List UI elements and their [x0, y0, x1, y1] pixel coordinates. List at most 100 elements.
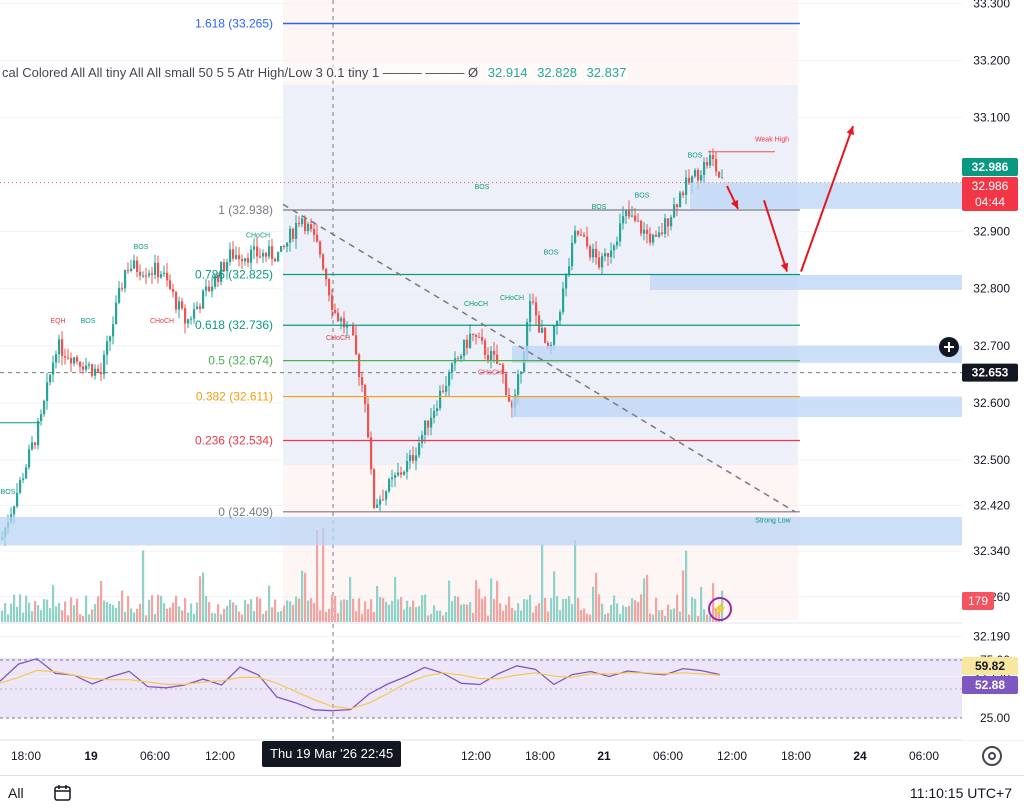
candle-body — [655, 234, 658, 237]
candle-body — [100, 371, 103, 375]
volume-bar — [277, 611, 280, 622]
volume-bar — [640, 594, 643, 622]
volume-bar — [697, 615, 700, 622]
candle-body — [67, 357, 70, 359]
candle-body — [19, 479, 22, 493]
lightning-icon[interactable]: ⚡ — [708, 597, 732, 621]
candle-body — [481, 337, 484, 341]
candle-body — [145, 275, 148, 277]
volume-bar — [64, 601, 67, 622]
settings-gear-icon[interactable] — [982, 746, 1002, 766]
candle-body — [25, 467, 28, 479]
volume-bar — [1, 610, 4, 622]
clock-timezone[interactable]: 11:10:15 UTC+7 — [909, 785, 1012, 801]
last-price-green: 32.986 — [972, 160, 1009, 174]
candle-body — [268, 246, 271, 257]
volume-bar — [661, 609, 664, 622]
volume-bar — [127, 596, 130, 622]
volume-bar — [154, 614, 157, 622]
volume-bar — [241, 614, 244, 622]
candle-body — [586, 236, 589, 247]
candle-body — [553, 326, 556, 345]
volume-tag-bg — [962, 592, 994, 610]
volume-bar — [274, 599, 277, 622]
candle-body — [721, 177, 724, 179]
volume-bar — [52, 585, 55, 622]
candle-body — [409, 454, 412, 462]
volume-bar — [367, 609, 370, 622]
candle-body — [427, 420, 430, 428]
candle-body — [673, 204, 676, 218]
candle-body — [85, 365, 88, 370]
candle-body — [394, 475, 397, 478]
volume-bar — [622, 605, 625, 622]
order-block-zone — [650, 275, 962, 290]
structure-label: BOS — [635, 192, 650, 199]
indicator-value-2: 32.828 — [537, 65, 577, 80]
candle-body — [118, 287, 121, 303]
volume-bar — [694, 598, 697, 622]
time-axis: 18:00 19 06:00 12:00 18:00 12:00 18:00 21 06:00 1… — [11, 749, 939, 763]
candle-body — [403, 471, 406, 475]
arrowhead — [846, 126, 854, 136]
candle-body — [271, 246, 274, 259]
volume-bar — [547, 611, 550, 622]
candle-body — [472, 333, 475, 335]
volume-bar — [670, 609, 673, 622]
candle-body — [301, 218, 304, 225]
volume-bar — [316, 529, 319, 622]
candle-body — [205, 286, 208, 291]
candle-body — [160, 274, 163, 278]
indicator-value-3: 32.837 — [586, 65, 627, 80]
candle-body — [715, 159, 718, 172]
volume-bar — [361, 613, 364, 622]
volume-bar — [193, 613, 196, 622]
candle-body — [370, 437, 373, 470]
candle-body — [565, 274, 568, 289]
volume-bar — [529, 594, 532, 622]
volume-bar — [457, 596, 460, 622]
volume-bar — [682, 570, 685, 622]
trading-chart[interactable]: 1.618 (33.265) 1 (32.938) 0.786 (32.825) 0.… — [0, 0, 1024, 775]
range-all-button[interactable]: All — [8, 785, 24, 801]
volume-bar — [559, 610, 562, 622]
volume-bar — [433, 605, 436, 622]
candle-body — [583, 234, 586, 237]
indicator-value-1: 32.914 — [487, 65, 528, 80]
candle-body — [262, 252, 265, 257]
candle-body — [340, 318, 343, 322]
candle-body — [313, 229, 316, 235]
volume-bar — [55, 606, 58, 622]
volume-bar — [388, 604, 391, 622]
price-tick-label: 32.500 — [973, 453, 1010, 467]
volume-bar — [625, 606, 628, 622]
price-tick-label: 32.800 — [973, 282, 1010, 296]
candle-body — [457, 358, 460, 360]
candle-body — [277, 251, 280, 262]
candle-body — [43, 400, 46, 415]
candle-body — [604, 253, 607, 257]
order-block-zone — [0, 516, 962, 546]
volume-bar — [685, 550, 688, 622]
candle-body — [133, 260, 136, 269]
volume-bar — [397, 599, 400, 622]
candle-body — [13, 506, 16, 515]
volume-bar — [190, 603, 193, 622]
volume-bar — [436, 610, 439, 622]
candle-body — [76, 357, 79, 362]
rsi-ma-line — [0, 669, 721, 710]
candle-body — [253, 246, 256, 250]
volume-bar — [328, 608, 331, 622]
candle-body — [694, 170, 697, 177]
candle-body — [94, 368, 97, 376]
candle-body — [469, 333, 472, 348]
add-alert-plus-icon[interactable] — [939, 337, 959, 357]
calendar-goto-icon[interactable] — [52, 782, 74, 804]
price-tick-label: 33.300 — [973, 0, 1010, 10]
volume-bar — [481, 598, 484, 622]
candle-body — [406, 461, 409, 472]
price-tick-label: 32.190 — [973, 630, 1010, 644]
candle-body — [385, 491, 388, 500]
structure-label: CHoCH — [150, 318, 174, 325]
candle-body — [718, 171, 721, 178]
